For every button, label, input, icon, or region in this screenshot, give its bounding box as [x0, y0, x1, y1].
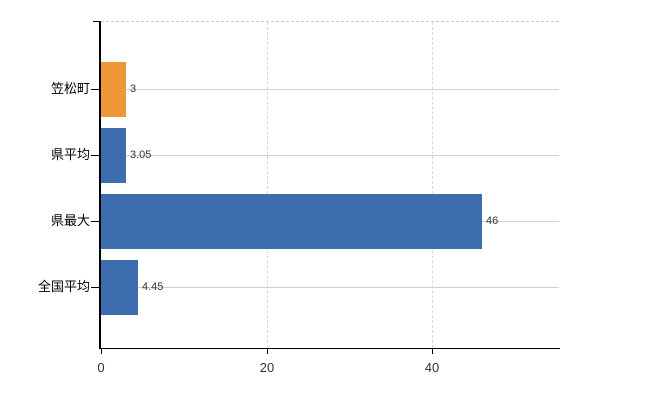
x-axis-tick-label: 20: [259, 360, 275, 375]
bar-全国平均[interactable]: [101, 259, 138, 315]
bar-笠松町[interactable]: [101, 61, 126, 117]
x-axis-tick: [432, 349, 433, 354]
y-axis-tick: [91, 155, 99, 156]
gridline-h: [101, 287, 559, 288]
bar-value-label: 3.05: [130, 149, 152, 161]
gridline-h: [101, 155, 559, 156]
category-label: 笠松町: [50, 81, 90, 96]
x-axis-tick-label: 40: [424, 360, 440, 375]
category-label: 県平均: [50, 147, 90, 162]
bar-県平均[interactable]: [101, 127, 126, 183]
bar-value-label: 3: [130, 83, 137, 95]
y-axis-tick: [93, 21, 99, 22]
y-axis-tick: [91, 287, 99, 288]
x-axis-line: [99, 348, 560, 349]
bar-県最大[interactable]: [101, 193, 482, 249]
gridline-h: [101, 89, 559, 90]
plot-border-top: [101, 21, 559, 22]
category-label: 全国平均: [37, 279, 90, 294]
gridline-v: [432, 22, 433, 348]
x-axis-tick-label: 0: [97, 360, 105, 375]
gridline-v: [267, 22, 268, 348]
x-axis-tick: [101, 349, 102, 354]
category-label: 県最大: [50, 213, 90, 228]
x-axis-tick: [267, 349, 268, 354]
y-axis-line: [99, 21, 101, 349]
y-axis-tick: [91, 89, 99, 90]
bar-value-label: 4.45: [142, 281, 164, 293]
bar-value-label: 46: [486, 215, 499, 227]
y-axis-tick: [91, 221, 99, 222]
